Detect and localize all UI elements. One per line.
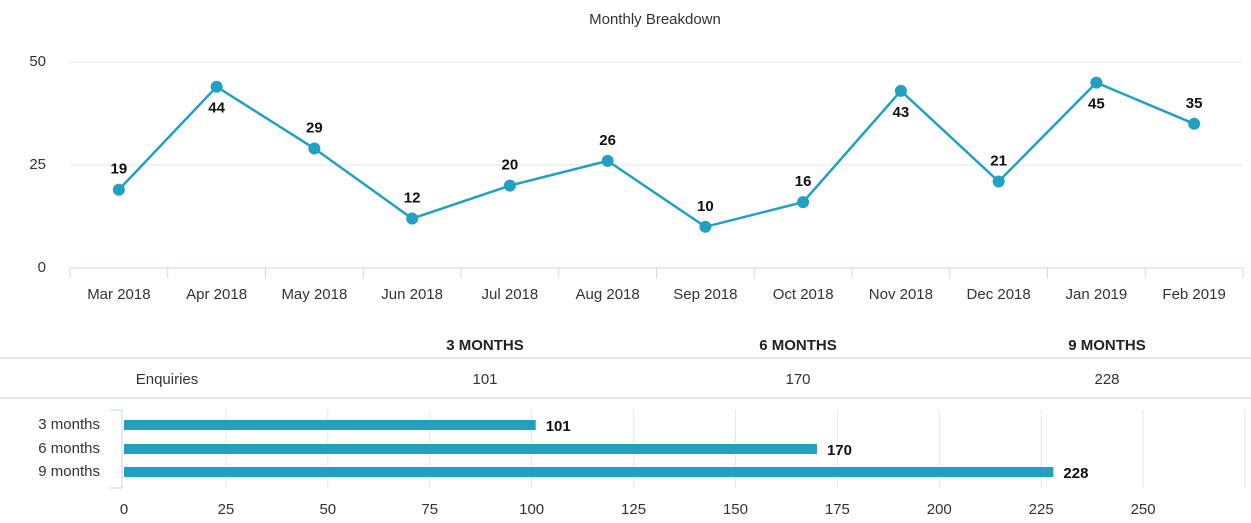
point <box>992 175 1005 188</box>
x-tick-label: 25 <box>218 501 235 518</box>
point <box>797 196 810 209</box>
point <box>894 84 907 97</box>
point <box>112 183 125 196</box>
y-tick-label: 9 months <box>38 463 100 480</box>
x-tick-label: 125 <box>621 501 646 518</box>
x-tick-label: Sep 2018 <box>673 286 737 303</box>
x-tick-label: Oct 2018 <box>773 286 834 303</box>
data-label: 12 <box>404 190 421 207</box>
table-header: 6 MONTHS <box>759 337 837 354</box>
y-tick-label: 0 <box>38 259 46 276</box>
data-label: 101 <box>546 418 571 435</box>
y-tick-label: 3 months <box>38 416 100 433</box>
data-label: 35 <box>1186 95 1203 112</box>
point <box>699 220 712 233</box>
x-tick-label: 175 <box>825 501 850 518</box>
table-cell: 170 <box>785 371 810 388</box>
data-label: 20 <box>502 157 519 174</box>
y-tick-label: 50 <box>29 53 46 70</box>
x-tick-label: Aug 2018 <box>576 286 640 303</box>
x-tick-label: 100 <box>519 501 544 518</box>
bar <box>124 420 536 430</box>
x-tick-label: Jul 2018 <box>482 286 539 303</box>
data-label: 45 <box>1088 96 1105 113</box>
x-tick-label: Apr 2018 <box>186 286 247 303</box>
point <box>308 142 321 155</box>
table-cell: 228 <box>1094 371 1119 388</box>
bar <box>124 444 817 454</box>
point <box>406 212 419 225</box>
table-cell: 101 <box>472 371 497 388</box>
x-tick-label: Jan 2019 <box>1066 286 1128 303</box>
data-label: 29 <box>306 119 323 136</box>
line <box>117 81 1195 229</box>
point <box>1090 76 1103 89</box>
x-tick-label: 200 <box>927 501 952 518</box>
x-tick-label: May 2018 <box>281 286 347 303</box>
data-label: 16 <box>795 173 812 190</box>
x-tick-label: 225 <box>1029 501 1054 518</box>
data-label: 19 <box>111 161 128 178</box>
data-label: 228 <box>1063 465 1088 482</box>
data-label: 43 <box>893 104 910 121</box>
y-axis <box>110 409 123 489</box>
data-label: 26 <box>599 132 616 149</box>
data-label: 21 <box>990 152 1007 169</box>
bar <box>124 467 1054 477</box>
table-header: 9 MONTHS <box>1068 337 1146 354</box>
table-header: 3 MONTHS <box>446 337 524 354</box>
y-tick-label: 25 <box>29 156 46 173</box>
chart-title: Monthly Breakdown <box>589 11 721 28</box>
point <box>601 154 614 167</box>
x-tick-label: 150 <box>723 501 748 518</box>
point <box>210 80 223 93</box>
x-tick-label: 0 <box>120 501 128 518</box>
x-tick-label: 75 <box>421 501 438 518</box>
x-tick-label: Nov 2018 <box>869 286 933 303</box>
y-tick-label: 6 months <box>38 440 100 457</box>
x-tick-label: Feb 2019 <box>1162 286 1225 303</box>
x-tick-label: Mar 2018 <box>87 286 150 303</box>
data-label: 10 <box>697 198 714 215</box>
table-cell: Enquiries <box>136 371 199 388</box>
point <box>503 179 516 192</box>
x-tick-label: Jun 2018 <box>381 286 443 303</box>
data-label: 170 <box>827 442 852 459</box>
x-tick-label: 250 <box>1131 501 1156 518</box>
point <box>1188 117 1201 130</box>
x-tick-label: Dec 2018 <box>967 286 1031 303</box>
data-label: 44 <box>208 100 225 117</box>
x-tick-label: 50 <box>319 501 336 518</box>
